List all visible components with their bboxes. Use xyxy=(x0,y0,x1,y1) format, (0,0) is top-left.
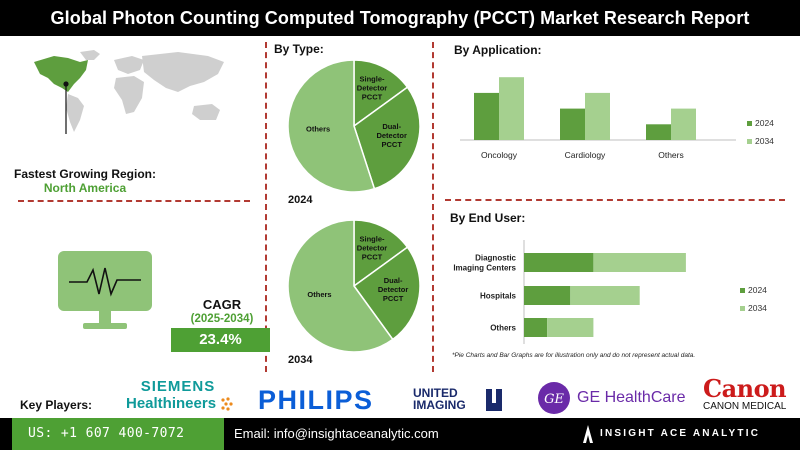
philips-logo: PHILIPS xyxy=(258,385,374,415)
monitor-pulse-icon xyxy=(58,251,152,329)
siemens-logo: SIEMENS Healthineers xyxy=(122,378,234,416)
asia-shape xyxy=(142,52,224,92)
monitor-stand xyxy=(83,323,127,329)
healthineers-dots-icon xyxy=(221,397,233,411)
north-america-shape xyxy=(34,56,88,92)
pie-chart-2034: Single-Detector PCCT Dual-Detector PCCT Othe… xyxy=(287,219,421,353)
imaging-text: IMAGING xyxy=(413,398,466,412)
pie-chart-2024: Single-Detector PCCT Dual-Detector PCCT Othe… xyxy=(287,59,421,193)
by-end-user-title: By End User: xyxy=(450,211,526,225)
world-map xyxy=(34,50,224,134)
application-tick-oncology: Oncology xyxy=(481,150,518,160)
cagr-value: 23.4% xyxy=(171,328,270,352)
pulse-line xyxy=(69,267,141,297)
end-user-bar-others-2034 xyxy=(547,318,594,337)
pie-2034-label-others: Others xyxy=(307,290,331,299)
region-value: North America xyxy=(43,181,127,195)
end-user-bar-hospitals-2034 xyxy=(570,286,640,305)
end-user-bar-diagnostic-imaging-centers-2034 xyxy=(593,253,686,272)
end-user-legend-label-2034: 2034 xyxy=(748,303,767,313)
application-bar-others-2024 xyxy=(646,124,671,140)
canon-logo: Canon CANON MEDICAL xyxy=(703,374,800,416)
ge-monogram-text: GE xyxy=(544,392,564,407)
united-imaging-logo: UNITED IMAGING xyxy=(413,387,505,415)
end-user-tick-others: Others xyxy=(490,324,516,333)
application-bar-oncology-2034 xyxy=(499,77,524,140)
cagr-period: (2025-2034) xyxy=(190,313,254,325)
canon-medical-text: CANON MEDICAL xyxy=(703,401,787,412)
end-user-tick-hospitals: Hospitals xyxy=(480,292,517,301)
healthineers-text: Healthineers xyxy=(126,395,217,412)
by-application-title: By Application: xyxy=(454,43,542,57)
by-type-title: By Type: xyxy=(274,42,324,56)
application-legend-label-2024: 2024 xyxy=(755,118,774,128)
application-legend-swatch-2034 xyxy=(747,139,752,144)
application-bar-cardiology-2034 xyxy=(585,92,610,140)
pie-2024-label-single-detector-pcct: Single-Detector PCCT xyxy=(357,75,388,102)
world-map-continents xyxy=(34,50,224,132)
canon-text: Canon xyxy=(703,374,787,403)
pie-2024-slice-single-detector-pcct xyxy=(353,59,409,128)
region-label: Fastest Growing Region: xyxy=(13,167,156,181)
divider-right xyxy=(432,42,434,372)
end-user-legend-swatch-2024 xyxy=(740,288,745,293)
insight-ace-logo-icon xyxy=(583,425,593,443)
report-title: Global Photon Counting Computed Tomograp… xyxy=(0,0,800,36)
end-user-tick-diagnostic-imaging-centers: Diagnostic Imaging Centers xyxy=(453,254,516,273)
greenland-shape xyxy=(80,50,100,60)
application-legend-label-2034: 2034 xyxy=(755,136,774,146)
footer-brand: INSIGHT ACE ANALYTIC xyxy=(600,428,761,439)
divider-region xyxy=(18,200,250,202)
pie-2034-slice-others xyxy=(287,219,394,353)
pie-2034-slice-dual-detector-pcct xyxy=(352,246,421,341)
end-user-bar-chart: Diagnostic Imaging Centers Hospitals Others… xyxy=(453,240,767,344)
pie-2034-label-dual-detector-pcct: Dual-Detector PCCT xyxy=(378,276,409,303)
divider-application xyxy=(445,199,785,201)
pie-2024-slice-others xyxy=(287,59,376,193)
application-bar-oncology-2024 xyxy=(474,92,499,140)
pie-2034-year: 2034 xyxy=(288,354,313,366)
pie-2034-label-single-detector-pcct: Single-Detector PCCT xyxy=(357,235,388,262)
application-bar-chart: Oncology Cardiology Others 2024 2034 xyxy=(460,77,774,160)
pie-2024-label-dual-detector-pcct: Dual-Detector PCCT xyxy=(376,122,407,149)
pie-2024-year: 2024 xyxy=(288,194,313,206)
ge-monogram-icon: GE xyxy=(538,382,570,414)
end-user-legend-swatch-2034 xyxy=(740,306,745,311)
ge-healthcare-logo: GE GE HealthCare xyxy=(537,381,687,415)
europe-shape xyxy=(114,56,144,74)
application-tick-cardiology: Cardiology xyxy=(565,150,606,160)
monitor-screen xyxy=(58,251,152,311)
united-text: UNITED xyxy=(413,386,458,400)
end-user-bar-others-2024 xyxy=(524,318,548,337)
divider-left xyxy=(265,42,267,372)
pie-2024-label-others: Others xyxy=(306,125,330,134)
application-tick-others: Others xyxy=(658,150,684,160)
south-america-shape xyxy=(66,94,84,132)
siemens-text: SIEMENS xyxy=(140,378,216,395)
key-players-label: Key Players: xyxy=(20,398,93,412)
footnote: *Pie Charts and Bar Graphs are for illus… xyxy=(452,352,696,359)
application-bar-others-2034 xyxy=(671,108,696,140)
cagr-label: CAGR xyxy=(202,297,242,312)
application-legend-swatch-2024 xyxy=(747,121,752,126)
monitor-neck xyxy=(99,311,111,323)
end-user-legend-label-2024: 2024 xyxy=(748,285,767,295)
ge-healthcare-text: GE HealthCare xyxy=(577,389,686,406)
pie-2024-slice-dual-detector-pcct xyxy=(353,86,421,190)
end-user-bar-hospitals-2024 xyxy=(524,286,571,305)
australia-shape xyxy=(192,104,220,120)
pie-2034-slice-single-detector-pcct xyxy=(353,219,409,288)
end-user-bar-diagnostic-imaging-centers-2024 xyxy=(524,253,594,272)
application-bar-cardiology-2024 xyxy=(560,108,585,140)
africa-shape xyxy=(114,76,144,114)
united-imaging-mark-icon xyxy=(486,389,502,411)
footer-email: Email: info@insightaceanalytic.com xyxy=(234,426,439,441)
footer-phone: US: +1 607 400-7072 xyxy=(12,418,224,450)
